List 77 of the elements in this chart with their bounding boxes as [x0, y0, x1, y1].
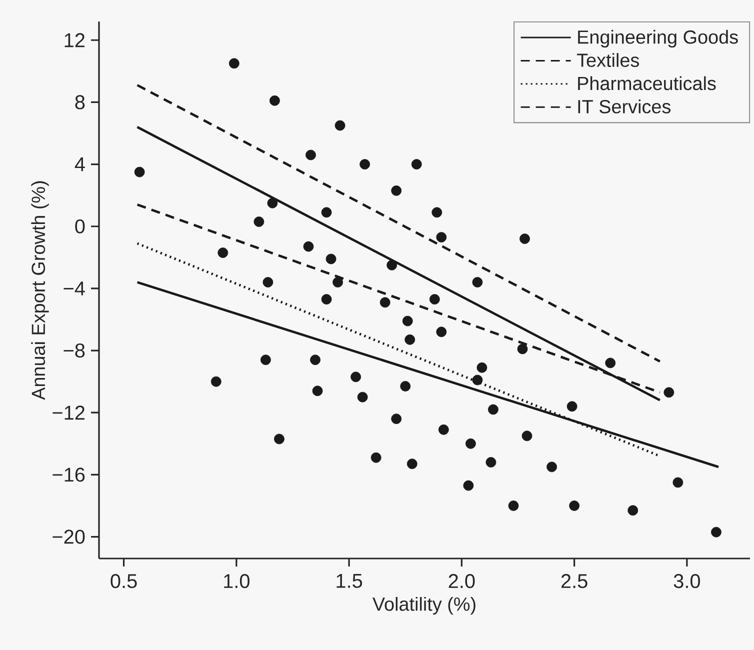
point — [508, 500, 519, 511]
point — [254, 216, 264, 227]
point — [438, 424, 449, 435]
point — [303, 241, 314, 252]
x-tick-label: 3.0 — [674, 574, 700, 588]
point — [486, 457, 496, 468]
point — [134, 166, 145, 178]
point — [522, 430, 532, 442]
point — [546, 462, 557, 472]
point — [472, 374, 483, 386]
y-tick-label: 12 — [64, 33, 84, 48]
legend-label: Textiles — [576, 53, 639, 67]
y-tick-label: 0 — [75, 219, 85, 234]
point — [476, 362, 488, 373]
point — [463, 480, 474, 491]
point — [672, 477, 684, 488]
y-axis-title: Annuai Export Growth (%) — [31, 181, 49, 400]
y-tick-label: −12 — [52, 406, 84, 420]
y-tick-label: 4 — [74, 157, 85, 172]
point — [488, 404, 498, 415]
point — [472, 277, 483, 288]
point — [260, 354, 271, 366]
point — [321, 207, 332, 218]
point — [218, 248, 228, 258]
x-axis-title: Volatility (%) — [372, 596, 476, 615]
point — [569, 500, 580, 511]
point — [267, 198, 278, 208]
point — [436, 326, 447, 338]
x-tick-label: 0.5 — [110, 574, 137, 588]
point — [262, 277, 274, 288]
point — [391, 414, 402, 424]
point — [321, 294, 332, 305]
point — [210, 376, 222, 387]
y-tick-label: −4 — [64, 282, 85, 296]
point — [566, 401, 578, 412]
point — [465, 438, 476, 449]
point — [380, 297, 390, 308]
point — [332, 277, 343, 288]
point — [386, 260, 398, 270]
point — [411, 159, 422, 170]
point — [517, 344, 528, 354]
point — [274, 434, 284, 444]
legend-label: Pharmaceuticals — [578, 76, 716, 90]
y-tick-label: 8 — [75, 95, 85, 110]
point — [402, 316, 413, 326]
point — [391, 185, 402, 196]
point — [326, 254, 336, 264]
point — [429, 294, 440, 305]
point — [270, 95, 280, 106]
point — [404, 334, 416, 345]
x-tick-label: 1.0 — [224, 574, 250, 588]
y-tick-label: −20 — [52, 530, 85, 544]
point — [306, 150, 316, 160]
point — [436, 232, 447, 242]
y-tick-label: −8 — [64, 343, 85, 358]
point — [334, 120, 346, 131]
y-tick-label: −16 — [52, 468, 85, 482]
point — [350, 372, 361, 382]
point — [370, 452, 382, 463]
x-tick-label: 1.5 — [336, 574, 362, 588]
point — [711, 526, 722, 538]
point — [520, 234, 530, 244]
point — [664, 387, 674, 398]
point — [605, 358, 616, 368]
legend-label: IT Services — [578, 99, 671, 114]
point — [310, 354, 320, 366]
point — [312, 386, 323, 396]
point — [628, 505, 638, 516]
legend-label: Engineering Goods — [578, 30, 738, 48]
point — [406, 458, 418, 470]
point — [360, 159, 370, 170]
point — [432, 207, 442, 218]
point — [228, 58, 240, 69]
point — [357, 392, 368, 402]
x-tick-label: 2.0 — [448, 574, 475, 588]
x-tick-label: 2.5 — [561, 574, 588, 588]
point — [400, 381, 411, 392]
